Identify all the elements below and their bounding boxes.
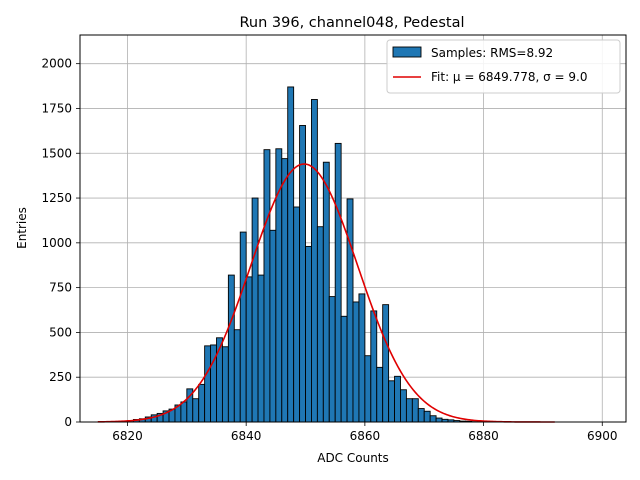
histogram-bar	[239, 231, 247, 423]
histogram-bar	[394, 375, 401, 423]
histogram-bar	[388, 380, 395, 423]
chart-title: Run 396, channel048, Pedestal	[239, 15, 464, 31]
histogram-bar	[405, 398, 413, 423]
legend-label-samples: Samples: RMS=8.92	[431, 46, 553, 60]
y-tick-label: 2000	[41, 57, 72, 71]
x-axis-ticks: 6820 6840 6860 6880 6900	[112, 422, 618, 443]
histogram-bar	[299, 125, 306, 423]
histogram-bar	[423, 410, 431, 423]
histogram-bar	[376, 366, 384, 423]
histogram-bar	[287, 86, 295, 423]
y-tick-label: 500	[49, 325, 72, 339]
histogram-bar	[435, 417, 443, 423]
histogram-bar	[311, 99, 318, 423]
histogram-bar	[221, 346, 229, 423]
histogram-bar	[245, 276, 253, 423]
y-tick-label: 1500	[41, 146, 72, 160]
histogram-bars	[121, 86, 490, 423]
histogram-bar	[180, 401, 188, 423]
y-tick-label: 750	[49, 281, 72, 295]
histogram-bar	[305, 245, 312, 423]
y-axis-ticks: 0 250 500 750 1000 1250 1500 1750 2000	[41, 57, 80, 429]
histogram-bar	[251, 197, 259, 423]
histogram-bar	[198, 383, 206, 423]
x-tick-label: 6840	[231, 429, 262, 443]
x-tick-label: 6900	[587, 429, 618, 443]
histogram-bar	[400, 389, 407, 423]
legend-label-fit: Fit: μ = 6849.778, σ = 9.0	[431, 70, 588, 84]
histogram-bar	[358, 293, 366, 423]
histogram-bar	[382, 304, 390, 423]
fit-curve-line	[97, 163, 555, 423]
x-tick-label: 6880	[468, 429, 499, 443]
y-tick-label: 250	[49, 370, 72, 384]
legend-swatch-samples	[392, 46, 422, 58]
x-axis-label: ADC Counts	[317, 451, 389, 465]
histogram-bar	[417, 408, 425, 423]
histogram-bar	[316, 226, 324, 423]
legend: Samples: RMS=8.92 Fit: μ = 6849.778, σ =…	[386, 39, 621, 94]
histogram-bar	[204, 345, 212, 423]
histogram-bar	[346, 198, 354, 423]
plot-area-frame	[79, 34, 627, 423]
histogram-bar	[281, 158, 289, 423]
y-tick-label: 1250	[41, 191, 72, 205]
histogram-bar	[293, 206, 301, 423]
histogram-bar	[233, 329, 241, 423]
histogram-bar	[370, 310, 378, 423]
histogram-bar	[192, 398, 200, 423]
histogram-bar	[328, 296, 336, 423]
histogram-bar	[263, 149, 271, 423]
histogram-bar	[269, 229, 277, 423]
histogram-bar	[364, 355, 372, 423]
histogram-bar	[340, 315, 348, 423]
legend-box	[386, 39, 621, 94]
y-tick-label: 1750	[41, 101, 72, 115]
histogram-bar	[275, 148, 283, 423]
histogram-bar	[334, 142, 342, 423]
histogram-bar	[429, 415, 437, 423]
y-tick-label: 0	[64, 415, 72, 429]
y-axis-label: Entries	[15, 207, 29, 249]
x-tick-label: 6860	[350, 429, 381, 443]
fit-curve-group	[97, 163, 555, 423]
histogram-bar	[227, 274, 235, 423]
histogram-bar	[352, 301, 360, 423]
histogram-bar	[411, 398, 419, 423]
y-tick-label: 1000	[41, 236, 72, 250]
histogram-bar	[322, 161, 330, 423]
x-tick-label: 6820	[112, 429, 143, 443]
histogram-bar	[257, 274, 265, 423]
